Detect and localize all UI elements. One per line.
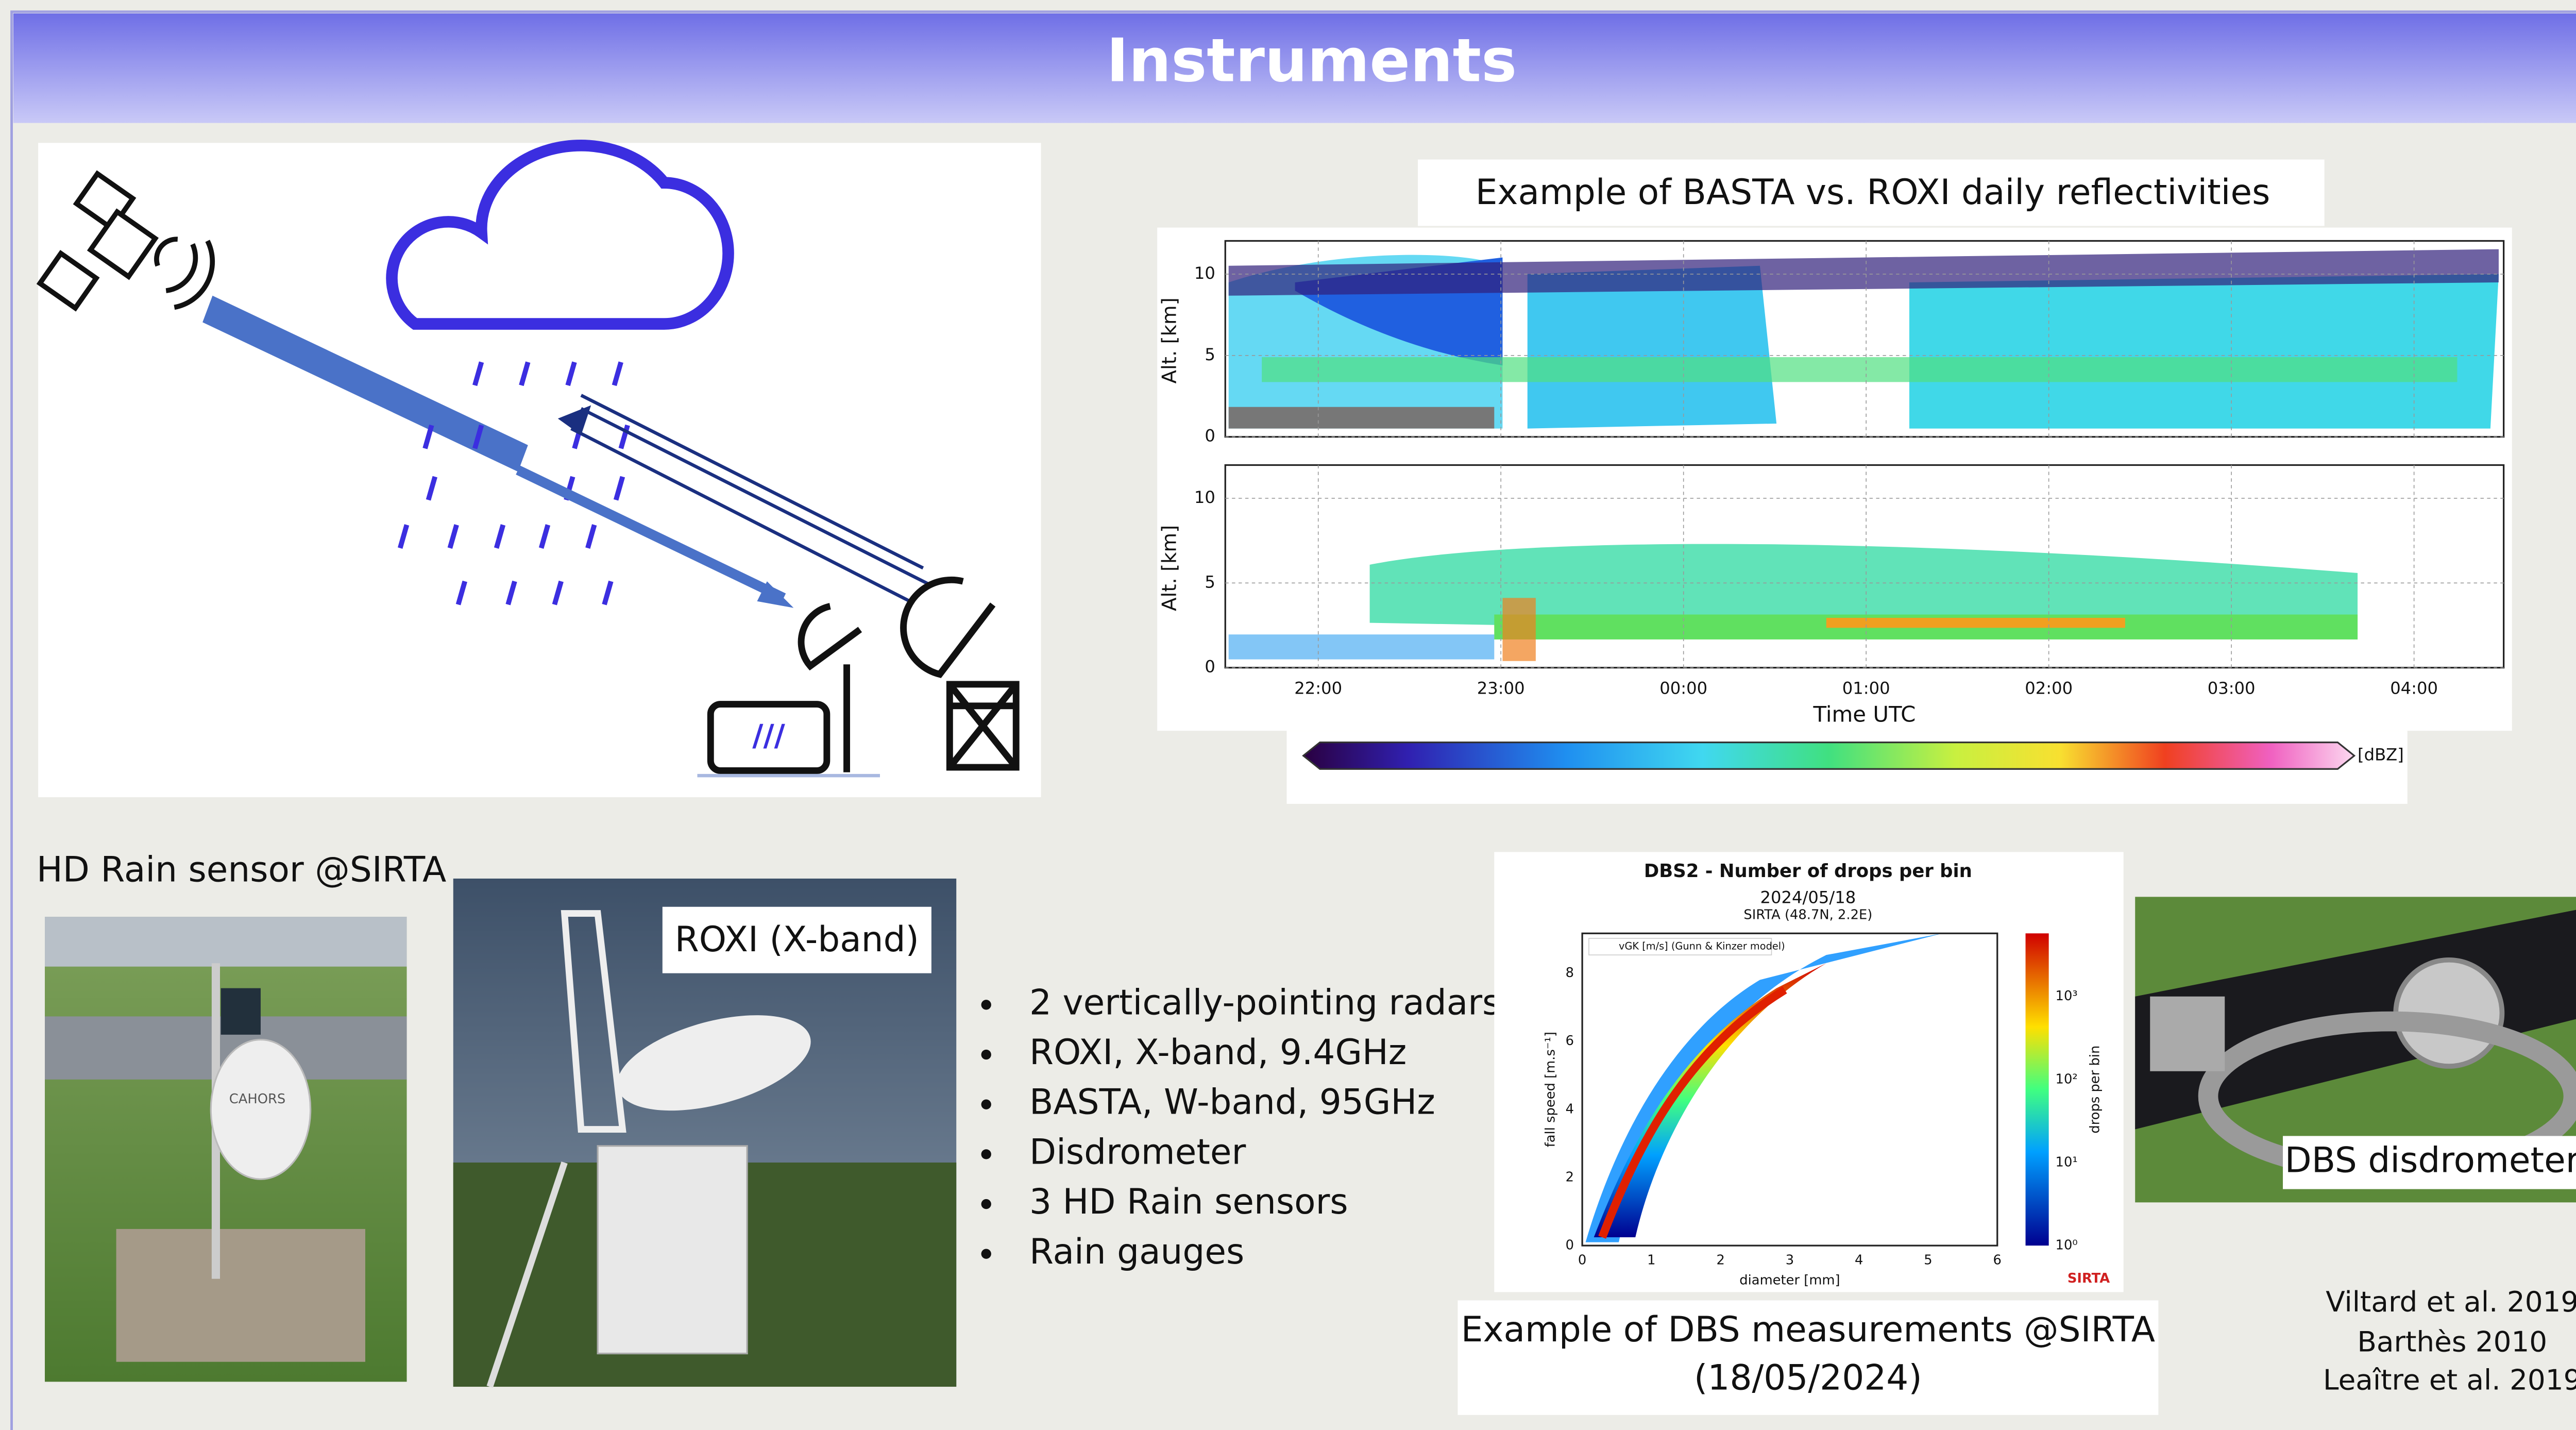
plot-subtitle: SIRTA (48.7N, 2.2E) (1743, 907, 1872, 922)
schematic: /// (38, 143, 1041, 797)
bullet-item: 3 HD Rain sensors (1029, 1181, 1348, 1222)
bullet-item: 2 vertically-pointing radars (1029, 982, 1500, 1022)
bullet-dot (981, 1050, 991, 1059)
y-tick-label: 6 (1566, 1033, 1574, 1049)
colorbar-tick-label: 10¹ (2056, 1154, 2078, 1170)
y-tick-label: 5 (1205, 345, 1215, 364)
x-tick-label: 23:00 (1477, 679, 1525, 698)
reference: Barthès 2010 (2357, 1325, 2547, 1358)
x-tick-label: 04:00 (2390, 679, 2438, 698)
x-tick-label: 2 (1716, 1253, 1724, 1268)
photo-caption: HD Rain sensor @SIRTA (37, 849, 446, 890)
colorbar (2026, 933, 2049, 1246)
svg-text:///: /// (752, 718, 785, 753)
plot-caption: (18/05/2024) (1694, 1357, 1922, 1398)
plot-caption: Example of DBS measurements @SIRTA (1461, 1309, 2155, 1350)
page: {"header":{"title":"Instruments"}, "refl… (0, 0, 2576, 1430)
bullet-dot (981, 1249, 991, 1259)
colorbar-tick-label: 10⁰ (2056, 1238, 2078, 1253)
bullet-item: Disdrometer (1029, 1131, 1246, 1172)
x-tick-label: 5 (1924, 1253, 1932, 1268)
slide-title: Instruments (1107, 26, 1517, 96)
plot-subtitle: 2024/05/18 (1760, 888, 1856, 907)
colorbar-unit: [dBZ] (2358, 745, 2404, 764)
x-tick-label: 3 (1786, 1253, 1794, 1268)
colorbar (1303, 743, 2354, 769)
bullet-item: BASTA, W-band, 95GHz (1029, 1082, 1435, 1122)
y-axis-label: fall speed [m.s⁻¹] (1543, 1032, 1558, 1147)
colorbar-tick-label: 10³ (2056, 988, 2078, 1004)
y-tick-label: 10 (1194, 263, 1215, 283)
brand: CAHORS (229, 1091, 286, 1107)
photo-caption: DBS disdrometer (2285, 1140, 2576, 1181)
reference: Viltard et al. 2019 (2326, 1285, 2576, 1318)
panel-caption: Example of BASTA vs. ROXI daily reflecti… (1476, 172, 2270, 212)
slide: Instruments /// Example of BASTA vs. ROX… (0, 0, 2576, 1430)
photo-caption: ROXI (X-band) (675, 919, 919, 960)
bullet-item: Rain gauges (1029, 1231, 1244, 1272)
y-tick-label: 2 (1566, 1169, 1574, 1185)
x-axis-label: diameter [mm] (1739, 1272, 1840, 1288)
x-tick-label: 00:00 (1659, 679, 1707, 698)
bullet-item: ROXI, X-band, 9.4GHz (1029, 1032, 1406, 1072)
y-axis-label: Alt. [km] (1158, 297, 1181, 383)
x-tick-label: 0 (1578, 1253, 1586, 1268)
y-tick-label: 5 (1205, 572, 1215, 592)
colorbar-tick-label: 10² (2056, 1071, 2078, 1087)
logo: SIRTA (2067, 1271, 2110, 1286)
bullet-dot (981, 1199, 991, 1209)
y-tick-label: 10 (1194, 487, 1215, 507)
x-tick-label: 4 (1855, 1253, 1863, 1268)
y-axis-label: Alt. [km] (1158, 525, 1181, 611)
x-tick-label: 1 (1647, 1253, 1655, 1268)
bullet-dot (981, 1149, 991, 1159)
colorbar-label: drops per bin (2087, 1046, 2103, 1134)
y-tick-label: 0 (1566, 1238, 1574, 1253)
x-tick-label: 6 (1993, 1253, 2002, 1268)
legend-entry: vGK [m/s] (Gunn & Kinzer model) (1619, 940, 1785, 952)
y-tick-label: 8 (1566, 965, 1574, 981)
x-tick-label: 01:00 (1842, 679, 1890, 698)
x-axis-label: Time UTC (1813, 702, 1916, 727)
reference: Leaître et al. 2019 (2323, 1363, 2576, 1396)
bullet-dot (981, 1100, 991, 1109)
plot-title: DBS2 - Number of drops per bin (1644, 861, 1972, 882)
x-tick-label: 22:00 (1294, 679, 1342, 698)
x-tick-label: 02:00 (2025, 679, 2073, 698)
y-tick-label: 0 (1205, 657, 1215, 677)
hd-rain-photo: CAHORS (45, 917, 407, 1382)
y-tick-label: 0 (1205, 426, 1215, 446)
bullet-dot (981, 1000, 991, 1010)
x-tick-label: 03:00 (2208, 679, 2256, 698)
y-tick-label: 4 (1566, 1101, 1574, 1117)
